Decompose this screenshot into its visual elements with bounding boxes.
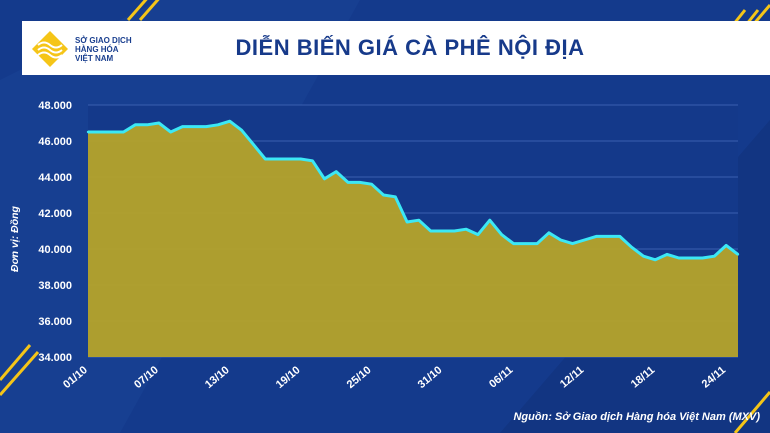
data-point <box>618 235 621 238</box>
data-point <box>665 253 669 256</box>
x-tick-label: 18/11 <box>629 364 657 390</box>
data-point <box>571 242 574 245</box>
data-point <box>405 220 409 224</box>
x-tick-label: 01/10 <box>61 364 90 391</box>
data-point <box>583 238 586 242</box>
data-point <box>240 129 243 132</box>
data-point <box>264 157 267 161</box>
logo-line-1: SỞ GIAO DỊCH <box>75 36 132 45</box>
data-point <box>169 130 172 134</box>
mxv-logo-icon <box>32 31 68 67</box>
logo-line-2: HÀNG HÓA <box>75 45 119 54</box>
data-point <box>417 219 421 222</box>
chart-title: DIỄN BIẾN GIÁ CÀ PHÊ NỘI ĐỊA <box>235 35 585 60</box>
data-point <box>654 258 657 261</box>
data-point <box>181 125 184 128</box>
y-tick-label: 40.000 <box>38 244 72 256</box>
data-point <box>157 121 161 125</box>
data-point <box>642 255 645 258</box>
data-point <box>370 183 373 186</box>
data-point <box>145 123 149 127</box>
data-point <box>193 125 196 128</box>
x-tick-label: 19/10 <box>274 364 303 391</box>
data-point <box>252 143 255 146</box>
data-point <box>86 130 90 134</box>
y-tick-label: 42.000 <box>38 208 72 220</box>
x-tick-label: 13/10 <box>203 364 232 391</box>
y-tick-label: 38.000 <box>38 280 72 292</box>
data-point <box>713 255 716 258</box>
logo-text: SỞ GIAO DỊCH HÀNG HÓA VIỆT NAM <box>75 36 195 63</box>
y-tick-label: 36.000 <box>38 316 72 328</box>
data-point <box>559 238 562 242</box>
data-point <box>441 229 444 233</box>
data-point <box>500 233 503 236</box>
data-point <box>465 228 468 231</box>
data-point <box>134 123 137 127</box>
data-point <box>98 130 102 134</box>
data-point <box>524 242 527 245</box>
data-point <box>725 244 728 247</box>
y-tick-label: 46.000 <box>38 136 72 148</box>
data-point <box>606 235 610 238</box>
data-point <box>677 256 681 260</box>
data-point <box>512 242 515 245</box>
y-axis-label: Đơn vị: Đồng <box>9 206 21 272</box>
data-point <box>595 235 598 238</box>
data-point <box>311 159 314 162</box>
data-point <box>275 157 279 161</box>
data-point <box>535 242 539 245</box>
data-point <box>323 177 326 180</box>
data-point <box>547 231 551 234</box>
data-point <box>205 125 208 128</box>
data-point <box>228 120 231 123</box>
data-point <box>429 229 432 233</box>
data-point <box>358 181 361 184</box>
y-tick-label: 34.000 <box>38 352 72 364</box>
data-point <box>382 193 385 197</box>
data-point <box>122 130 125 134</box>
y-tick-label: 48.000 <box>38 100 72 112</box>
data-point <box>736 253 740 256</box>
price-area <box>88 121 738 357</box>
x-tick-label: 24/11 <box>700 364 728 390</box>
data-point <box>299 157 302 161</box>
price-line <box>88 119 739 262</box>
logo-line-3: VIỆT NAM <box>75 54 114 63</box>
source-note: Nguồn: Sở Giao dịch Hàng hóa Việt Nam (M… <box>513 411 760 423</box>
x-tick-label: 25/10 <box>345 364 374 391</box>
data-point <box>701 256 704 260</box>
header-bar <box>22 21 770 75</box>
data-point <box>346 181 350 184</box>
data-point <box>488 219 491 222</box>
data-point <box>110 130 113 134</box>
data-point <box>335 170 338 173</box>
data-point <box>630 246 633 249</box>
data-point <box>394 195 397 198</box>
x-tick-label: 31/10 <box>416 364 445 391</box>
data-point <box>287 157 291 161</box>
x-tick-label: 07/10 <box>132 364 161 391</box>
data-point <box>453 229 456 233</box>
data-point <box>216 123 220 127</box>
x-tick-label: 06/11 <box>487 364 515 390</box>
x-tick-label: 12/11 <box>558 364 586 390</box>
y-tick-label: 44.000 <box>38 172 72 184</box>
data-point <box>476 233 480 236</box>
data-point <box>689 256 692 260</box>
